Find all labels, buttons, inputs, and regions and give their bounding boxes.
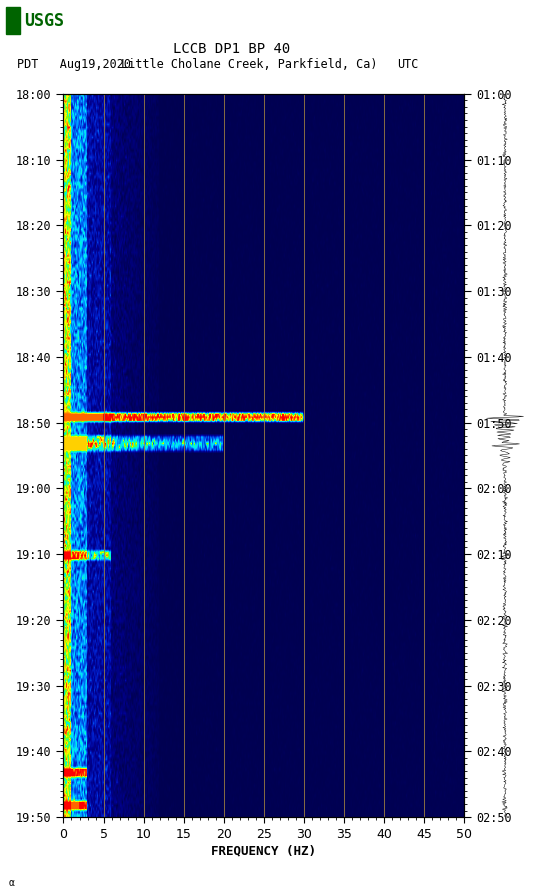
Bar <box>6 7 20 34</box>
X-axis label: FREQUENCY (HZ): FREQUENCY (HZ) <box>211 845 316 857</box>
Text: LCCB DP1 BP 40: LCCB DP1 BP 40 <box>173 42 290 56</box>
Text: Little Cholane Creek, Parkfield, Ca): Little Cholane Creek, Parkfield, Ca) <box>121 58 378 71</box>
Text: PDT   Aug19,2020: PDT Aug19,2020 <box>17 58 131 71</box>
Text: USGS: USGS <box>24 12 64 29</box>
Text: α: α <box>8 878 14 888</box>
Text: UTC: UTC <box>397 58 419 71</box>
